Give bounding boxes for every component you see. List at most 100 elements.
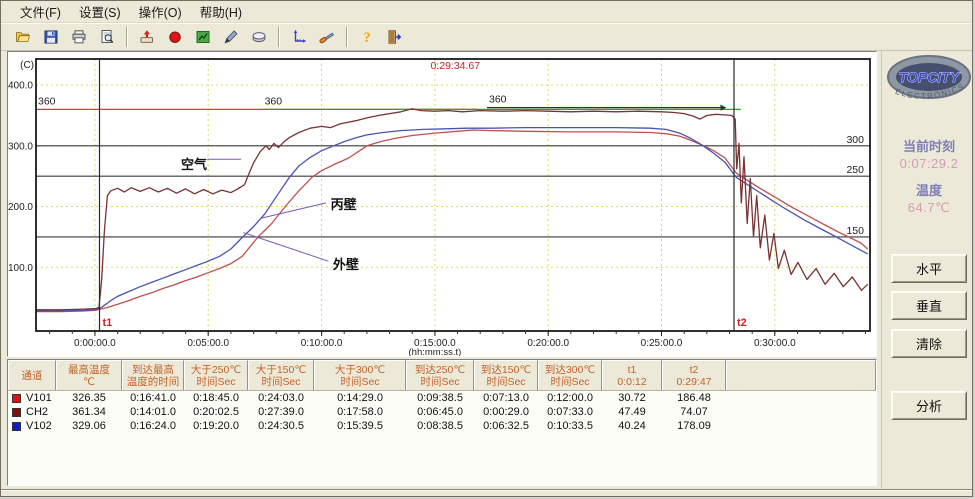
col-header-line2: 时间Sec [261,375,301,388]
x-axis-unit: (hh:mm:ss.t) [409,347,462,356]
col-header-line2: 0:29:47 [676,375,712,388]
annotation-line-1 [261,202,327,219]
menu-item-1[interactable]: 设置(S) [78,6,121,20]
readout-label-0: 当前时刻 [902,139,955,154]
collect-data-button[interactable] [134,25,160,49]
cell-V101-7: 0:12:00.0 [547,392,593,404]
col-header-line1: 通道 [21,369,43,382]
cell-V101-9: 186.48 [677,392,711,404]
marker-label-t1: t1 [103,317,113,329]
cell-CH2-3: 0:27:39.0 [258,406,304,418]
cell-CH2-2: 0:20:02.5 [193,406,239,418]
help-button[interactable]: ? [354,25,380,49]
y-tick-label: 300.0 [8,141,33,152]
col-header-line2: 时间Sec [486,375,526,388]
menu-item-2[interactable]: 操作(O) [138,6,182,20]
channel-cell: V101 [8,392,56,404]
toolbar-separator [346,26,348,47]
toolbar: ? [1,23,972,51]
col-header-line1: 大于250℃ [190,363,242,376]
pen-button[interactable] [218,25,244,49]
toolbar-separator [126,26,128,47]
setpoint-arrow [720,104,727,111]
curve-label-0: 空气 [181,157,207,172]
table-row-CH2[interactable]: CH2 361.34 0:14:01.0 0:20:02.5 0:27:39.0 0:17… [8,405,876,419]
cell-V101-1: 0:16:41.0 [130,392,176,404]
x-tick-label: 0:15:00.0 [414,338,456,349]
cell-V102-1: 0:16:24.0 [130,420,176,432]
channel-cell: CH2 [8,406,56,418]
chart-icon [196,30,210,43]
table-body: V101 326.35 0:16:41.0 0:18:45.0 0:24:03.0 0:1… [8,391,876,433]
collect-data-icon [140,29,153,43]
col-header-5: 大于300℃ 时间Sec [314,360,406,390]
col-header-0: 通道 [8,360,56,390]
channel-name: V101 [26,392,52,404]
analyze-button[interactable]: 分析 [891,391,967,420]
series-V101 [36,129,869,313]
cell-V102-6: 0:06:32.5 [483,420,529,432]
channel-color-swatch [12,393,21,403]
channel-color-swatch [12,421,21,431]
col-header-10: t2 0:29:47 [662,360,726,390]
col-header-line2: ℃ [83,375,95,388]
table-row-V101[interactable]: V101 326.35 0:16:41.0 0:18:45.0 0:24:03.0 0:1… [8,391,876,405]
axis-icon [293,29,307,43]
channel-cell: V102 [8,420,56,432]
cell-CH2-7: 0:07:33.0 [547,406,593,418]
print-preview-button[interactable] [94,25,120,49]
col-header-line2: 温度的时间 [126,375,180,388]
temperature-chart[interactable]: 360 360 360 150 250 300 t1 t2 0:00:00.0 0:05:00.0… [8,52,876,358]
save-button[interactable] [38,25,64,49]
col-header-3: 大于250℃ 时间Sec [184,360,248,390]
axis-button[interactable] [286,25,312,49]
clear-button[interactable]: 清除 [891,329,967,358]
cell-V102-8: 40.24 [618,420,646,432]
plot-border [35,58,871,332]
col-header-line2: 时间Sec [196,375,236,388]
horizontal-button[interactable]: 水平 [891,254,967,283]
cell-V102-2: 0:19:20.0 [193,420,239,432]
record-icon [169,31,181,43]
y-tick-label: 400.0 [8,81,33,92]
cell-V102-3: 0:24:30.5 [258,420,304,432]
x-tick-label: 0:05:00.0 [187,338,229,349]
threshold-label: 150 [846,225,864,237]
readout-value-0: 0:07:29.2 [899,156,959,171]
cell-CH2-9: 74.07 [680,406,708,418]
col-header-2: 到达最高 温度的时间 [122,360,184,390]
readout-label-1: 温度 [915,183,942,198]
vertical-button[interactable]: 垂直 [891,291,967,320]
curve-label-1: 丙壁 [331,197,357,212]
eraser-button[interactable] [246,25,272,49]
cell-CH2-0: 361.34 [72,406,106,418]
tools-button[interactable] [314,25,340,49]
y-tick-label: 100.0 [8,263,33,274]
pen-icon [224,29,238,44]
y-axis-unit: (C) [20,60,34,71]
x-tick-label: 0:25:00.0 [641,338,683,349]
chart-button[interactable] [190,25,216,49]
open-file-button[interactable] [10,25,36,49]
cell-V101-5: 0:09:38.5 [417,392,463,404]
menu-item-3[interactable]: 帮助(H) [199,6,243,20]
help-icon: ? [363,30,370,45]
x-tick-label: 0:10:00.0 [301,338,343,349]
table-row-V102[interactable]: V102 329.06 0:16:24.0 0:19:20.0 0:24:30.5 0:1… [8,419,876,433]
setpoint-label: 360 [489,94,507,106]
threshold-label: 250 [846,164,864,176]
menu-item-0[interactable]: 文件(F) [20,6,61,20]
col-header-8: 到达300℃ 时间Sec [538,360,602,390]
cell-V101-2: 0:18:45.0 [193,392,239,404]
series-V102 [36,126,869,312]
table-header-row: 通道 最高温度 ℃ 到达最高 温度的时间 大于250℃ 时间Sec 大于150℃ 时间Sec 大于… [8,360,876,391]
setpoint-label: 360 [265,95,283,107]
print-button[interactable] [66,25,92,49]
record-button[interactable] [162,25,188,49]
cell-CH2-5: 0:06:45.0 [417,406,463,418]
print-preview-icon [101,29,114,43]
save-icon [44,30,58,43]
exit-button[interactable] [382,25,408,49]
x-tick-label: 0:00:00.0 [74,338,116,349]
